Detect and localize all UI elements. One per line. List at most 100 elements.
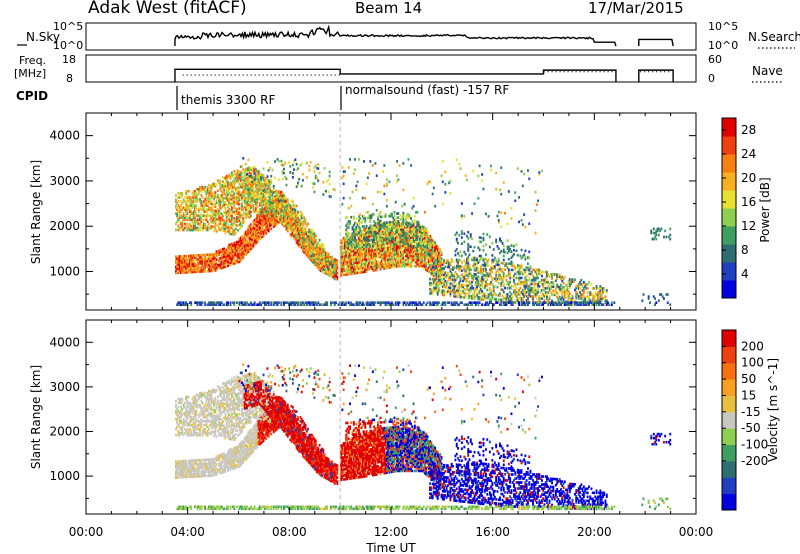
power-cell-725 [275,216,278,220]
power-cell-1491 [201,188,204,191]
power-cell-289 [224,261,227,264]
power-cell-2814 [253,172,256,175]
power-cell-3700 [397,258,400,262]
power-cell-1887 [236,199,238,203]
power-cell-2255 [244,197,247,200]
power-cell-2480 [283,208,285,212]
power-cell-2671 [313,256,316,260]
power-cell-1583 [210,184,213,187]
power-cell-3855 [407,242,410,246]
power-cell-3552 [387,250,390,253]
power-cell-2330 [257,181,260,184]
power-cell-2099 [252,167,255,170]
power-cell-1334 [185,190,187,193]
power-cell-1760 [227,224,229,227]
power-cell-2117 [255,198,257,202]
power-cell-2287 [251,191,254,194]
power-cell-1045 [308,256,311,260]
power-cell-2541 [293,228,295,231]
power-cell-3667 [394,236,397,240]
power-cell-2652 [310,248,313,252]
power-cell-1402 [192,204,195,207]
power-cell-3517 [384,248,387,252]
power-cell-1603 [213,205,215,208]
power-cell-649 [267,223,270,227]
power-cell-2007 [246,213,248,216]
power-cell-4322 [355,227,358,231]
power-cell-1279 [178,228,181,232]
power-cell-1465 [199,200,201,203]
power-cell-3736 [399,262,402,266]
power-cell-1357 [187,204,190,207]
power-cell-1420 [194,194,196,197]
power-cell-2417 [272,199,275,202]
power-cell-3056 [351,249,354,253]
power-cell-3901 [411,264,414,268]
date-title: 17/Mar/2015 [588,0,684,17]
power-cell-3312 [370,249,373,252]
power-cell-3072 [352,251,355,255]
power-cell-3382 [375,262,378,265]
power-cell-2907 [340,267,343,271]
power-cell-2348 [261,200,264,203]
power-cell-3584 [389,264,392,267]
power-cell-2672 [313,250,316,254]
power-cell-4476 [391,235,393,238]
power-cell-43 [181,263,184,266]
power-cell-3523 [384,228,387,231]
power-cell-4169 [431,247,434,251]
power-cell-2968 [345,263,348,266]
power-cell-255 [218,249,221,252]
power-cell-1623 [214,193,217,196]
power-cell-2757 [327,267,330,270]
power-cell-813 [283,200,285,203]
power-cell-3367 [374,252,377,256]
power-cell-1708 [223,219,226,222]
radar-title: Adak West (fitACF) [88,0,247,18]
power-cell-3336 [371,232,374,236]
power-cell-1105 [314,247,317,251]
power-cell-4306 [352,227,355,231]
power-cell-1782 [228,207,231,211]
power-cell-4247 [439,260,442,263]
power-cell-3670 [394,228,397,232]
power-cell-2979 [346,273,349,276]
power-cell-692 [271,200,274,203]
power-cell-4861 [459,277,462,280]
power-cell-2657 [310,234,313,238]
power-cell-4801 [452,284,454,288]
power-cell-2819 [266,183,269,186]
power-cell-734 [275,198,278,202]
power-cell-1454 [197,192,200,195]
power-cell-1257 [175,206,177,209]
power-cell-1938 [239,224,242,227]
power-cell-1264 [176,214,179,217]
power-cell-936 [295,229,298,233]
power-cell-2425 [274,202,276,206]
power-cell-3977 [416,232,419,235]
power-cell-627 [265,213,268,217]
power-cell-334 [230,252,233,256]
power-cell-1829 [232,228,234,232]
power-cell-4146 [430,258,433,262]
power-cell-3390 [375,242,378,245]
power-cell-4963 [473,297,476,300]
power-cell-4420 [378,242,381,245]
power-cell-528 [255,229,257,233]
power-cell-4455 [385,231,388,234]
power-cell-3029 [350,270,353,273]
power-cell-2060 [249,210,252,214]
power-cell-2958 [344,246,346,250]
power-cell-2359 [263,203,266,206]
power-cell-1451 [197,210,200,213]
power-cell-746 [276,199,279,203]
power-cell-2469 [281,219,284,223]
power-cell-2159 [260,202,262,205]
power-cell-3852 [407,248,410,252]
power-cell-2238 [269,194,271,198]
power-cell-4335 [358,221,360,224]
power-cell-1368 [188,206,191,209]
power-cell-178 [204,261,207,265]
power-cell-434 [243,236,246,239]
power-cell-2419 [272,191,275,194]
